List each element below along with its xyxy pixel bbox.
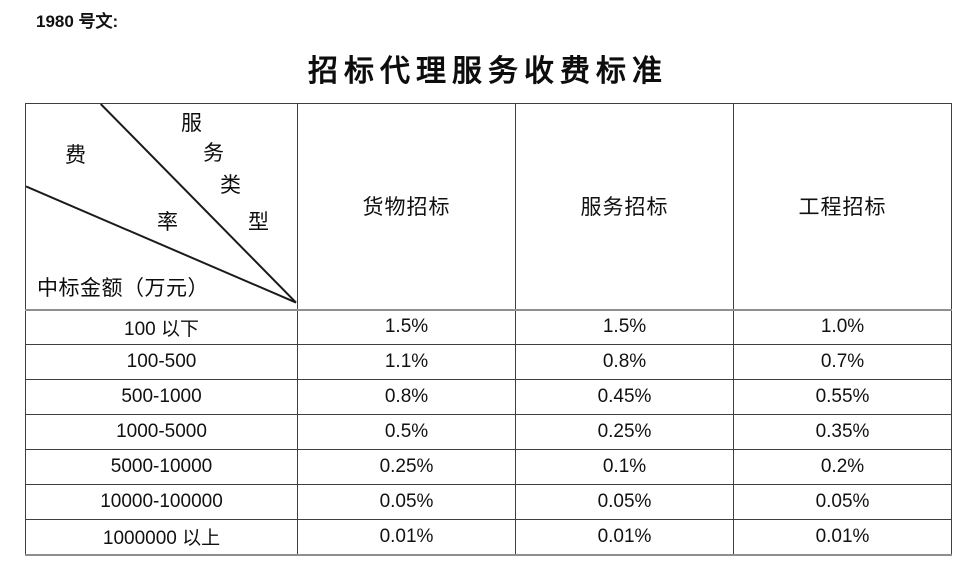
fee-rate-cell: 0.01% <box>515 519 734 556</box>
diagonal-header-cell: 服 务 类 型 费 率 中标金额（万元） <box>25 103 298 311</box>
column-header-engineering: 工程招标 <box>733 103 952 311</box>
fee-rate-cell: 0.1% <box>515 449 734 485</box>
table-row: 1000000 以上 0.01% 0.01% 0.01% <box>25 519 952 556</box>
diagonal-label-service-type-char: 服 <box>181 111 203 135</box>
fee-standard-table: 服 务 类 型 费 率 中标金额（万元） 货物招标 服务招标 工程招标 100 … <box>25 103 952 556</box>
fee-rate-cell: 0.7% <box>733 344 952 380</box>
diagonal-label-service-type-char: 务 <box>203 141 225 165</box>
fee-rate-cell: 0.35% <box>733 414 952 450</box>
fee-rate-cell: 0.8% <box>297 379 516 415</box>
table-row: 10000-100000 0.05% 0.05% 0.05% <box>25 484 952 520</box>
table-row: 500-1000 0.8% 0.45% 0.55% <box>25 379 952 415</box>
table-row: 5000-10000 0.25% 0.1% 0.2% <box>25 449 952 485</box>
amount-range-cell: 1000-5000 <box>25 414 298 450</box>
fee-rate-cell: 1.0% <box>733 309 952 345</box>
diagonal-label-service-type-char: 型 <box>248 210 270 234</box>
diagonal-label-service-type-char: 类 <box>220 173 242 197</box>
fee-rate-cell: 0.05% <box>515 484 734 520</box>
fee-rate-cell: 1.1% <box>297 344 516 380</box>
amount-range-cell: 100 以下 <box>25 309 298 345</box>
table-row: 100 以下 1.5% 1.5% 1.0% <box>25 309 952 345</box>
column-header-goods: 货物招标 <box>297 103 516 311</box>
fee-rate-cell: 1.5% <box>515 309 734 345</box>
fee-rate-cell: 1.5% <box>297 309 516 345</box>
fee-rate-cell: 0.01% <box>733 519 952 556</box>
table-row: 1000-5000 0.5% 0.25% 0.35% <box>25 414 952 450</box>
fee-rate-cell: 0.25% <box>297 449 516 485</box>
page-title: 招标代理服务收费标准 <box>308 55 668 88</box>
doc-number: 1980 号文: <box>36 12 119 31</box>
amount-range-cell: 10000-100000 <box>25 484 298 520</box>
fee-rate-cell: 0.05% <box>297 484 516 520</box>
fee-rate-cell: 0.45% <box>515 379 734 415</box>
amount-axis-label: 中标金额（万元） <box>37 276 209 301</box>
diagonal-split-lines <box>26 104 297 304</box>
fee-rate-cell: 0.2% <box>733 449 952 485</box>
fee-rate-cell: 0.8% <box>515 344 734 380</box>
fee-rate-cell: 0.25% <box>515 414 734 450</box>
amount-range-cell: 5000-10000 <box>25 449 298 485</box>
amount-range-cell: 500-1000 <box>25 379 298 415</box>
amount-range-cell: 1000000 以上 <box>25 519 298 556</box>
amount-range-cell: 100-500 <box>25 344 298 380</box>
fee-rate-cell: 0.55% <box>733 379 952 415</box>
table-row: 100-500 1.1% 0.8% 0.7% <box>25 344 952 380</box>
fee-rate-cell: 0.05% <box>733 484 952 520</box>
diagonal-label-rate-char: 费 <box>65 143 87 167</box>
table-body: 100 以下 1.5% 1.5% 1.0% 100-500 1.1% 0.8% … <box>25 309 952 556</box>
header-row: 服 务 类 型 费 率 中标金额（万元） 货物招标 服务招标 工程招标 <box>25 103 952 311</box>
fee-rate-cell: 0.5% <box>297 414 516 450</box>
diagonal-label-rate-char: 率 <box>157 210 179 234</box>
column-header-service: 服务招标 <box>515 103 734 311</box>
fee-rate-cell: 0.01% <box>297 519 516 556</box>
